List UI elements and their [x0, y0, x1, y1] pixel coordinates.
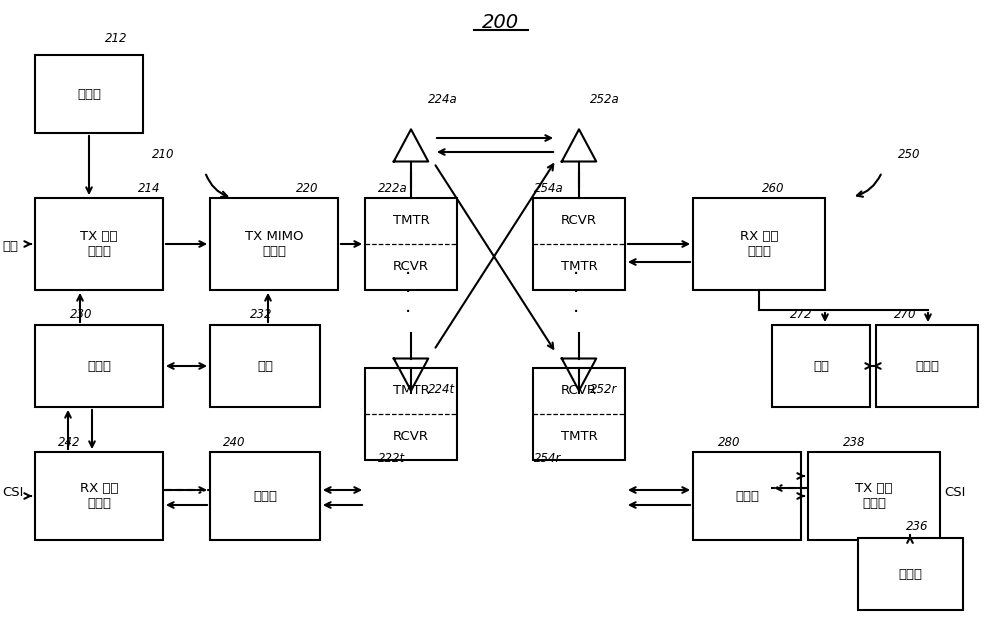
Text: 212: 212: [105, 32, 128, 45]
Text: 240: 240: [223, 436, 246, 449]
Bar: [210, 452, 320, 540]
Bar: [772, 325, 870, 407]
Text: TX 数据
处理器: TX 数据 处理器: [80, 230, 118, 258]
Text: 200: 200: [481, 13, 519, 32]
Bar: [35, 325, 163, 407]
Text: 224t: 224t: [428, 383, 455, 396]
Text: TMTR: TMTR: [561, 430, 597, 444]
Bar: [693, 198, 825, 290]
Bar: [876, 325, 978, 407]
Text: 270: 270: [894, 308, 916, 321]
Text: 238: 238: [843, 436, 866, 449]
Bar: [365, 198, 457, 290]
Bar: [365, 368, 457, 460]
Text: 数据源: 数据源: [898, 567, 922, 581]
Bar: [210, 198, 338, 290]
Text: TMTR: TMTR: [393, 215, 429, 228]
Text: 220: 220: [296, 182, 318, 195]
Bar: [858, 538, 963, 610]
Text: RCVR: RCVR: [561, 215, 597, 228]
Bar: [533, 198, 625, 290]
Text: 236: 236: [906, 520, 928, 533]
Text: 232: 232: [250, 308, 272, 321]
Bar: [210, 325, 320, 407]
Text: TMTR: TMTR: [561, 261, 597, 273]
Text: RCVR: RCVR: [561, 384, 597, 398]
Text: 260: 260: [762, 182, 784, 195]
Bar: [808, 452, 940, 540]
Text: 内存: 内存: [813, 360, 829, 372]
Text: RX 数据
处理器: RX 数据 处理器: [740, 230, 778, 258]
Text: TX MIMO
处理器: TX MIMO 处理器: [245, 230, 303, 258]
Text: 处理器: 处理器: [87, 360, 111, 372]
Text: 210: 210: [152, 148, 175, 161]
Text: 250: 250: [898, 148, 920, 161]
Text: 处理器: 处理器: [915, 360, 939, 372]
Text: 222a: 222a: [378, 182, 408, 195]
Text: 导频: 导频: [2, 240, 18, 252]
Text: TMTR: TMTR: [393, 384, 429, 398]
Text: 252r: 252r: [590, 383, 617, 396]
Text: RCVR: RCVR: [393, 261, 429, 273]
Bar: [35, 452, 163, 540]
Text: 224a: 224a: [428, 93, 458, 106]
Text: 214: 214: [138, 182, 160, 195]
Text: ·
·
·: · · ·: [573, 264, 579, 322]
Text: CSI: CSI: [2, 485, 23, 498]
Text: CSI: CSI: [944, 485, 965, 498]
Text: 252a: 252a: [590, 93, 620, 106]
Text: ·
·
·: · · ·: [405, 264, 411, 322]
Text: 数据源: 数据源: [77, 88, 101, 100]
Text: 254r: 254r: [534, 452, 561, 465]
Text: 内存: 内存: [257, 360, 273, 372]
Text: TX 数据
处理器: TX 数据 处理器: [855, 482, 893, 510]
Text: 解调器: 解调器: [253, 490, 277, 502]
Text: 调制器: 调制器: [735, 490, 759, 502]
Text: 254a: 254a: [534, 182, 564, 195]
Bar: [693, 452, 801, 540]
Bar: [533, 368, 625, 460]
Text: 242: 242: [58, 436, 80, 449]
Text: 222t: 222t: [378, 452, 405, 465]
Text: 272: 272: [790, 308, 812, 321]
Bar: [35, 55, 143, 133]
Bar: [35, 198, 163, 290]
Text: 230: 230: [70, 308, 92, 321]
Text: RX 数据
处理器: RX 数据 处理器: [80, 482, 118, 510]
Text: RCVR: RCVR: [393, 430, 429, 444]
Text: 280: 280: [718, 436, 740, 449]
